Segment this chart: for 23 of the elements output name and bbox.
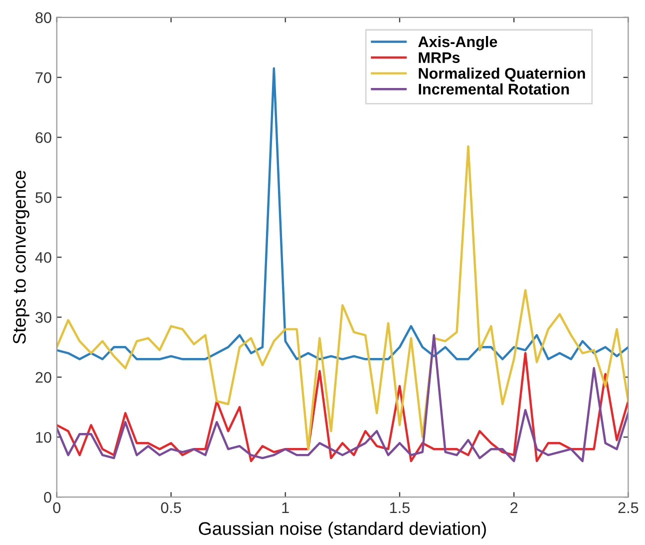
y-tick-label: 60 — [36, 132, 52, 144]
y-axis-title: Steps to convergence — [12, 170, 30, 344]
y-tick-label: 50 — [36, 192, 52, 203]
y-tick-label: 10 — [36, 432, 52, 443]
y-tick-label: 40 — [35, 252, 52, 263]
legend-label: Normalized Quaternion — [418, 68, 585, 82]
line-series — [56, 145, 628, 450]
x-tick-label: 2 — [510, 502, 518, 513]
legend-label: MRPs — [418, 52, 460, 64]
x-tick-label: 1.5 — [390, 502, 410, 514]
y-tick-label: 30 — [35, 312, 52, 323]
y-tick-label: 80 — [36, 12, 52, 24]
line-series — [56, 67, 628, 360]
y-tick-label: 70 — [36, 72, 52, 84]
x-tick-label: 2.5 — [618, 502, 638, 514]
legend-label: Axis-Angle — [418, 36, 498, 50]
x-axis-title: Gaussian noise (standard deviation) — [198, 522, 486, 539]
x-tick-label: 0.5 — [161, 502, 182, 514]
legend-label: Incremental Rotation — [418, 83, 569, 95]
y-tick-label: 0 — [44, 492, 52, 503]
x-tick-label: 0 — [53, 502, 60, 514]
y-tick-label: 20 — [36, 372, 52, 383]
x-tick-label: 1 — [282, 502, 289, 513]
